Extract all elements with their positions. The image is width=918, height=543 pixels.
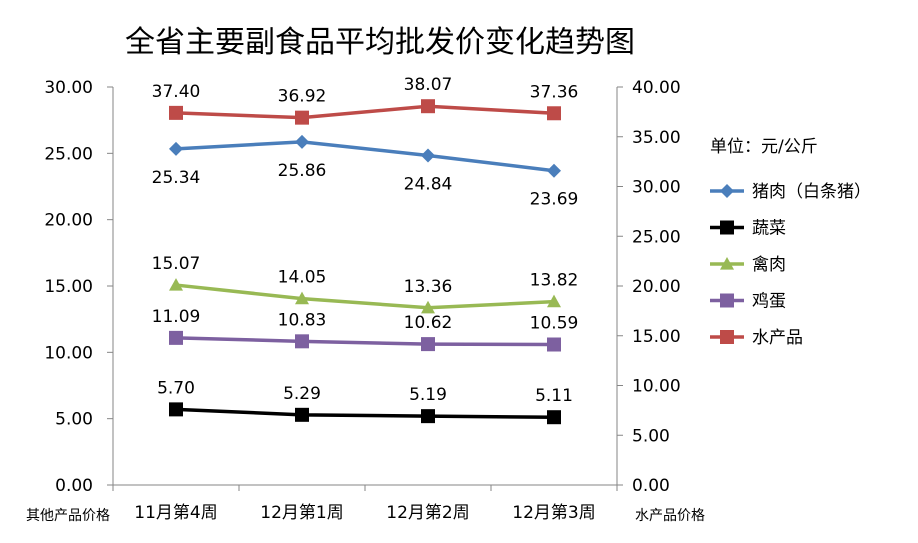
- left-tick-label: 10.00: [44, 343, 93, 363]
- legend-label: 水产品: [752, 328, 803, 348]
- left-tick-label: 5.00: [55, 410, 93, 430]
- data-label: 10.59: [530, 314, 579, 334]
- data-point: [421, 300, 435, 314]
- data-point: [421, 148, 435, 163]
- data-label: 23.69: [530, 190, 579, 210]
- right-tick-label: 30.00: [632, 178, 681, 198]
- data-label: 36.92: [278, 87, 327, 107]
- data-label: 10.62: [404, 313, 453, 333]
- data-label: 5.29: [283, 384, 321, 404]
- legend-label: 禽肉: [752, 255, 786, 275]
- data-point: [295, 334, 309, 349]
- left-tick-label: 20.00: [44, 211, 93, 231]
- data-point: [295, 134, 309, 149]
- legend-item: 水产品: [710, 328, 803, 348]
- data-label: 25.86: [278, 161, 327, 181]
- data-point: [421, 409, 435, 424]
- data-label: 10.83: [278, 310, 327, 330]
- left-axis-label: 其他产品价格: [26, 508, 110, 524]
- data-point: [169, 105, 183, 120]
- data-point: [169, 278, 183, 291]
- data-point: [169, 141, 183, 156]
- series-line: [175, 140, 555, 173]
- legend-item: 禽肉: [710, 255, 786, 275]
- series-3: 11.09 10.83 10.62 10.59: [152, 307, 579, 352]
- data-label: 15.07: [152, 254, 201, 274]
- series-line: [175, 104, 555, 120]
- left-tick-label: 15.00: [44, 277, 93, 297]
- data-point: [547, 106, 561, 121]
- right-tick-label: 35.00: [632, 128, 681, 148]
- legend-label: 蔬菜: [752, 219, 786, 239]
- series-line: [175, 336, 555, 347]
- series-line: [175, 283, 555, 310]
- legend-marker: [720, 184, 734, 198]
- data-point: [421, 99, 435, 114]
- data-point: [295, 291, 309, 305]
- x-tick-label: 12月第3周: [512, 503, 595, 523]
- left-tick-label: 30.00: [44, 78, 93, 98]
- right-tick-label: 0.00: [632, 476, 670, 496]
- data-point: [169, 330, 183, 345]
- data-label: 25.34: [152, 168, 201, 188]
- chart-title: 全省主要副食品平均批发价变化趋势图: [125, 25, 635, 60]
- right-tick-label: 40.00: [632, 78, 681, 98]
- legend-label: 鸡蛋: [752, 292, 786, 312]
- legend-marker: [720, 330, 734, 344]
- right-tick-label: 20.00: [632, 277, 681, 297]
- right-tick-label: 5.00: [632, 426, 670, 446]
- data-point: [169, 402, 183, 417]
- legend-item: 猪肉（白条猪）: [710, 182, 871, 202]
- series-0: 25.34 25.86 24.84 23.69: [152, 134, 579, 210]
- legend-marker: [720, 257, 734, 270]
- series-1: 5.70 5.29 5.19 5.11: [157, 378, 573, 425]
- data-label: 5.11: [535, 386, 573, 406]
- legend-item: 蔬菜: [710, 219, 786, 239]
- data-label: 14.05: [278, 268, 327, 288]
- data-label: 37.36: [530, 82, 579, 102]
- data-point: [295, 110, 309, 125]
- right-tick-label: 15.00: [632, 327, 681, 347]
- data-label: 5.70: [157, 378, 195, 398]
- right-axis-label: 水产品价格: [635, 508, 705, 524]
- series-4: 37.40 36.92 38.07 37.36: [152, 75, 579, 125]
- data-label: 13.82: [530, 271, 579, 291]
- data-point: [421, 337, 435, 352]
- legend-marker: [720, 293, 734, 308]
- left-tick-label: 0.00: [55, 476, 93, 496]
- data-label: 13.36: [404, 277, 453, 297]
- right-tick-label: 25.00: [632, 227, 681, 247]
- plot-area: 0.00 5.00 10.00 15.00 20.00 25.00 30.00 0.00 5.0…: [44, 75, 680, 523]
- data-point: [547, 410, 561, 425]
- x-tick-label: 12月第2周: [386, 503, 469, 523]
- legend-marker: [720, 220, 734, 235]
- data-label: 11.09: [152, 307, 201, 327]
- left-tick-label: 25.00: [44, 144, 93, 164]
- data-label: 38.07: [404, 75, 453, 95]
- legend-label: 猪肉（白条猪）: [752, 182, 871, 202]
- data-label: 24.84: [404, 174, 453, 194]
- right-tick-label: 10.00: [632, 377, 681, 397]
- legend-item: 鸡蛋: [710, 292, 786, 312]
- data-label: 5.19: [409, 385, 447, 405]
- data-label: 37.40: [152, 82, 201, 102]
- series-line: [175, 407, 555, 419]
- series-2: 15.07 14.05 13.36 13.82: [152, 254, 579, 314]
- x-tick-label: 12月第1周: [260, 503, 343, 523]
- x-tick-label: 11月第4周: [134, 503, 217, 523]
- unit-label: 单位：元/公斤: [710, 137, 818, 157]
- data-point: [547, 294, 561, 308]
- data-point: [547, 337, 561, 352]
- data-point: [547, 163, 561, 178]
- data-point: [295, 407, 309, 422]
